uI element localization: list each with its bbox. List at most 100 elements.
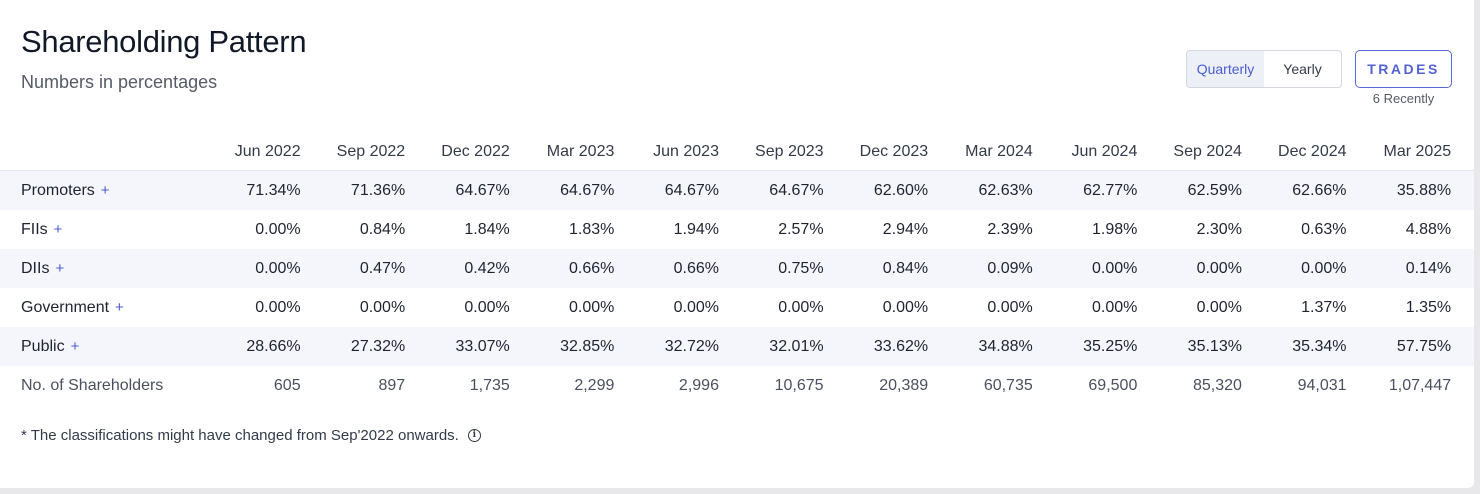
- expand-plus-icon[interactable]: +: [55, 259, 65, 277]
- expand-plus-icon[interactable]: +: [100, 181, 110, 199]
- table-cell: 0.84%: [359, 220, 406, 238]
- table-cell: 0.00%: [1196, 298, 1242, 316]
- column-header: Sep 2022: [336, 142, 406, 160]
- table-cell: 64.67%: [560, 181, 615, 199]
- table-cell: 1.35%: [1405, 298, 1452, 316]
- table-cell: 34.88%: [978, 337, 1033, 355]
- table-cell: 0.00%: [464, 298, 510, 316]
- table-cell: 0.00%: [1091, 298, 1138, 316]
- expand-plus-icon[interactable]: +: [53, 220, 63, 238]
- table-cell: 10,675: [774, 376, 824, 394]
- table-cell: 1,07,447: [1388, 376, 1452, 394]
- table-cell: 0.00%: [882, 298, 929, 316]
- table-row: FIIs +0.00% 0.84% 1.84% 1.83% 1.94% 2.57% 2.94%…: [0, 210, 1474, 249]
- table-cell: 0.00%: [1196, 259, 1242, 277]
- table-cell: 27.32%: [350, 337, 406, 355]
- table-cell: 64.67%: [455, 181, 510, 199]
- table-row: Government +0.00% 0.00% 0.00% 0.00% 0.00% 0.00…: [0, 288, 1474, 327]
- column-header: Sep 2024: [1173, 142, 1242, 160]
- column-header: Mar 2023: [546, 142, 615, 160]
- table-cell: 0.00%: [1091, 259, 1138, 277]
- table-cell: 0.00%: [255, 259, 301, 277]
- row-label: FIIs +: [0, 221, 196, 239]
- table-cell: 1.98%: [1091, 220, 1138, 238]
- table-cell: 0.66%: [673, 259, 719, 277]
- page-subtitle: Numbers in percentages: [21, 72, 218, 92]
- table-cell: 0.75%: [778, 259, 824, 277]
- table-cell: 0.00%: [778, 298, 824, 316]
- shareholding-table: Jun 2022 Sep 2022 Dec 2022 Mar 2023 Jun …: [0, 133, 1474, 405]
- table-cell: 0.00%: [359, 298, 406, 316]
- trades-button[interactable]: TRADES: [1355, 50, 1452, 88]
- table-cell: 2.57%: [778, 220, 824, 238]
- column-header: Dec 2022: [441, 142, 510, 160]
- table-cell: 62.59%: [1187, 181, 1242, 199]
- table-row: Public +28.66% 27.32% 33.07% 32.85% 32.72% 32.…: [0, 327, 1474, 366]
- table-cell: 64.67%: [769, 181, 824, 199]
- table-cell: 0.09%: [987, 259, 1033, 277]
- table-cell: 0.42%: [464, 259, 510, 277]
- expand-plus-icon[interactable]: +: [115, 298, 124, 316]
- table-row: No. of Shareholders 605 897 1,735 2,299 2,996…: [0, 366, 1474, 405]
- trades-count: 6 Recently: [1372, 91, 1435, 106]
- table-cell: 35.25%: [1083, 337, 1138, 355]
- row-label: Government +: [0, 299, 196, 317]
- table-cell: 33.07%: [455, 337, 510, 355]
- table-cell: 62.63%: [978, 181, 1033, 199]
- page-title: Shareholding Pattern: [21, 24, 307, 59]
- table-cell: 85,320: [1193, 376, 1242, 394]
- table-cell: 2,996: [678, 376, 719, 394]
- table-cell: 0.66%: [569, 259, 615, 277]
- table-cell: 71.36%: [350, 181, 406, 199]
- table-cell: 71.34%: [246, 181, 301, 199]
- table-cell: 1,735: [469, 376, 510, 394]
- row-label-text: Public: [21, 337, 65, 355]
- table-cell: 0.63%: [1301, 220, 1347, 238]
- row-label-text: No. of Shareholders: [21, 376, 164, 394]
- table-cell: 35.88%: [1396, 181, 1452, 199]
- footnote: * The classifications might have changed…: [21, 427, 481, 444]
- table-cell: 0.00%: [673, 298, 719, 316]
- period-toggle: Quarterly Yearly: [1186, 50, 1342, 88]
- table-cell: 897: [378, 376, 406, 394]
- column-header: Mar 2024: [965, 142, 1033, 160]
- table-cell: 20,389: [879, 376, 929, 394]
- table-cell: 0.84%: [882, 259, 929, 277]
- table-cell: 2.39%: [987, 220, 1033, 238]
- table-cell: 28.66%: [246, 337, 301, 355]
- table-cell: 62.66%: [1292, 181, 1347, 199]
- table-cell: 35.13%: [1187, 337, 1242, 355]
- table-cell: 32.01%: [769, 337, 824, 355]
- table-cell: 2.30%: [1196, 220, 1242, 238]
- row-label: Public +: [0, 338, 196, 356]
- table-cell: 32.72%: [664, 337, 719, 355]
- toggle-quarterly[interactable]: Quarterly: [1187, 51, 1264, 87]
- table-row: DIIs +0.00% 0.47% 0.42% 0.66% 0.66% 0.75% 0.84%…: [0, 249, 1474, 288]
- table-cell: 60,735: [983, 376, 1033, 394]
- table-header-row: Jun 2022 Sep 2022 Dec 2022 Mar 2023 Jun …: [0, 133, 1474, 171]
- table-cell: 62.60%: [873, 181, 929, 199]
- row-label: Promoters +: [0, 182, 196, 200]
- row-label-text: Promoters: [21, 181, 95, 199]
- table-cell: 64.67%: [664, 181, 719, 199]
- table-cell: 1.83%: [569, 220, 615, 238]
- table-cell: 0.00%: [1301, 259, 1347, 277]
- table-cell: 69,500: [1088, 376, 1138, 394]
- table-cell: 32.85%: [560, 337, 615, 355]
- table-cell: 33.62%: [873, 337, 929, 355]
- table-cell: 0.00%: [255, 220, 301, 238]
- row-label: No. of Shareholders: [0, 377, 196, 395]
- table-cell: 0.00%: [569, 298, 615, 316]
- column-header: Dec 2024: [1278, 142, 1347, 160]
- row-label-text: Government: [21, 298, 110, 316]
- table-cell: 0.47%: [359, 259, 406, 277]
- table-cell: 1.37%: [1301, 298, 1347, 316]
- column-header: Dec 2023: [859, 142, 929, 160]
- table-cell: 2.94%: [882, 220, 929, 238]
- table-cell: 0.14%: [1405, 259, 1452, 277]
- expand-plus-icon[interactable]: +: [70, 337, 80, 355]
- info-icon[interactable]: i: [467, 429, 481, 442]
- toggle-yearly[interactable]: Yearly: [1283, 61, 1322, 77]
- table-cell: 1.84%: [464, 220, 510, 238]
